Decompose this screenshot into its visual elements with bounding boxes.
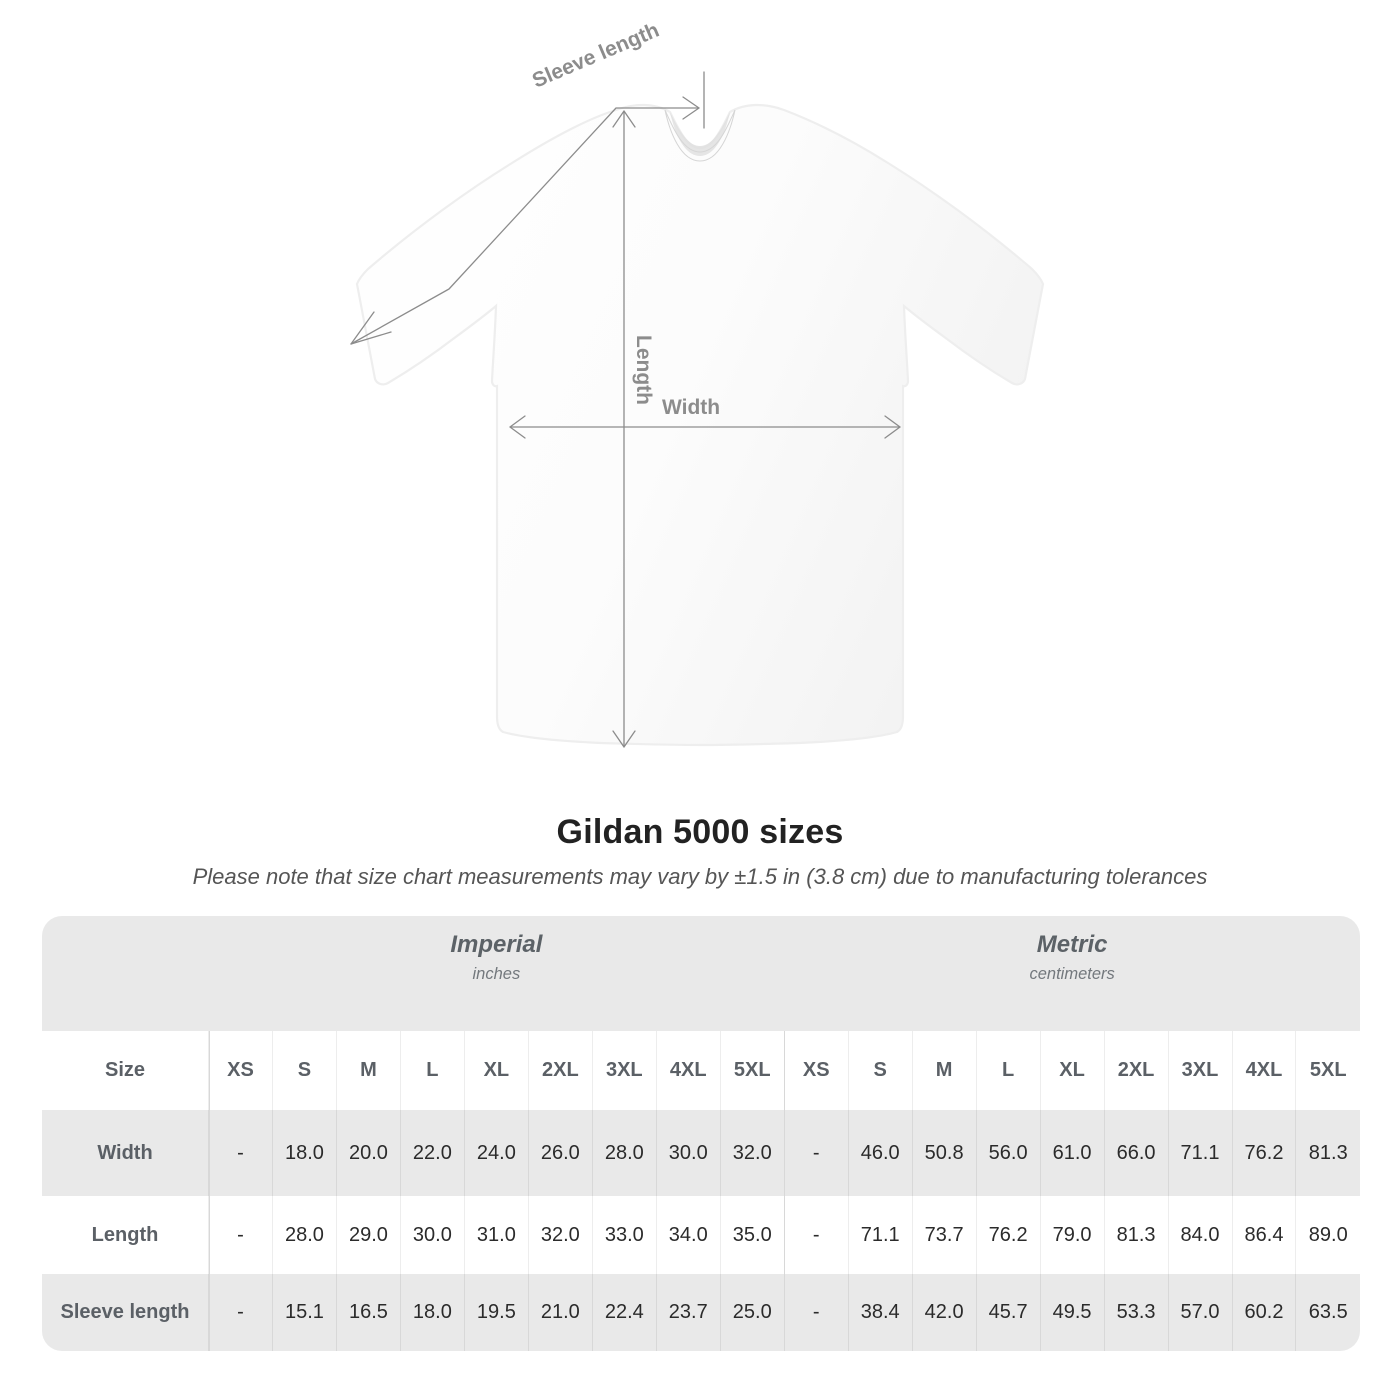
svg-text:Sleeve length: Sleeve length <box>529 19 663 93</box>
svg-text:Width: Width <box>662 396 720 419</box>
svg-text:Length: Length <box>632 335 655 405</box>
